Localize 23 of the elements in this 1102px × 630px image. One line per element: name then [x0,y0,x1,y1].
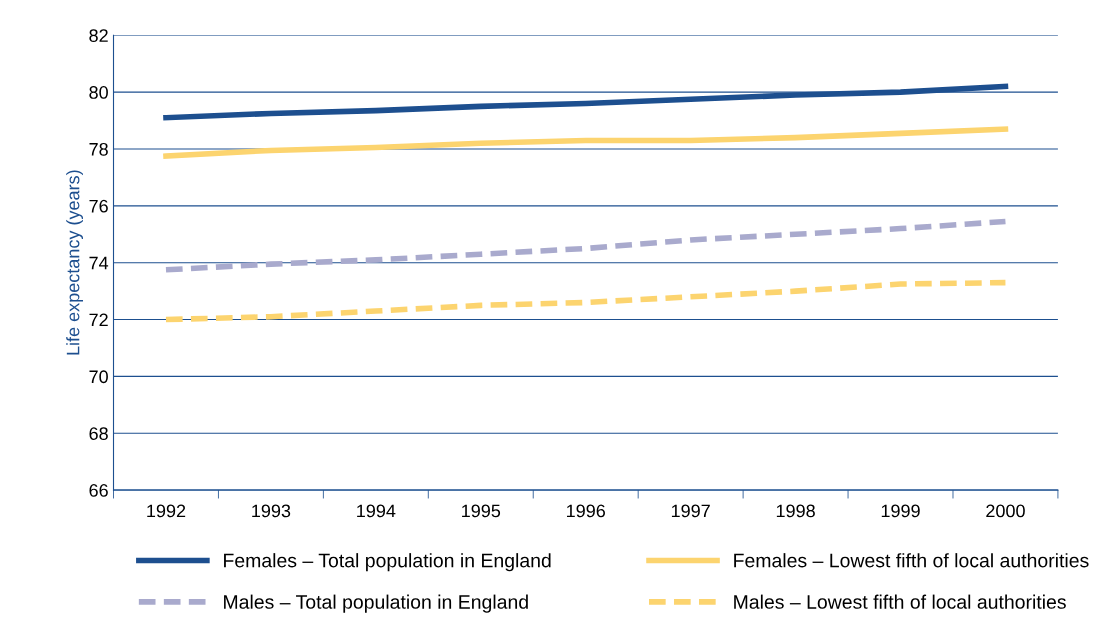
x-tick-label: 1997 [671,504,710,518]
y-tick-label: 66 [89,484,108,497]
legend-label: Males – Total population in England [224,594,528,613]
x-tick-label: 1998 [776,504,815,518]
y-tick-label: 70 [89,370,108,384]
x-tick-label: 1992 [147,504,186,518]
x-tick-label: 2000 [986,504,1025,518]
legend-label: Males – Lowest fifth of local authorities [734,594,1066,609]
x-tick-label: 1994 [357,504,396,518]
x-tick-label: 1996 [567,504,605,518]
x-tick-label: 1995 [462,504,501,518]
y-tick-label: 72 [89,313,108,327]
x-tick-label: 1993 [252,504,291,518]
y-tick-label: 74 [89,256,109,270]
y-tick-label: 82 [89,29,108,42]
y-tick-label: 78 [89,142,108,156]
y-axis-title: Life expectancy (years) [66,170,84,355]
y-tick-label: 76 [89,199,108,213]
y-tick-label: 80 [89,86,108,99]
y-tick-label: 68 [89,427,108,440]
legend-label: Females – Lowest fifth of local authorities [734,553,1089,568]
x-tick-label: 1999 [881,504,920,518]
legend-label: Females – Total population in England [224,553,551,572]
